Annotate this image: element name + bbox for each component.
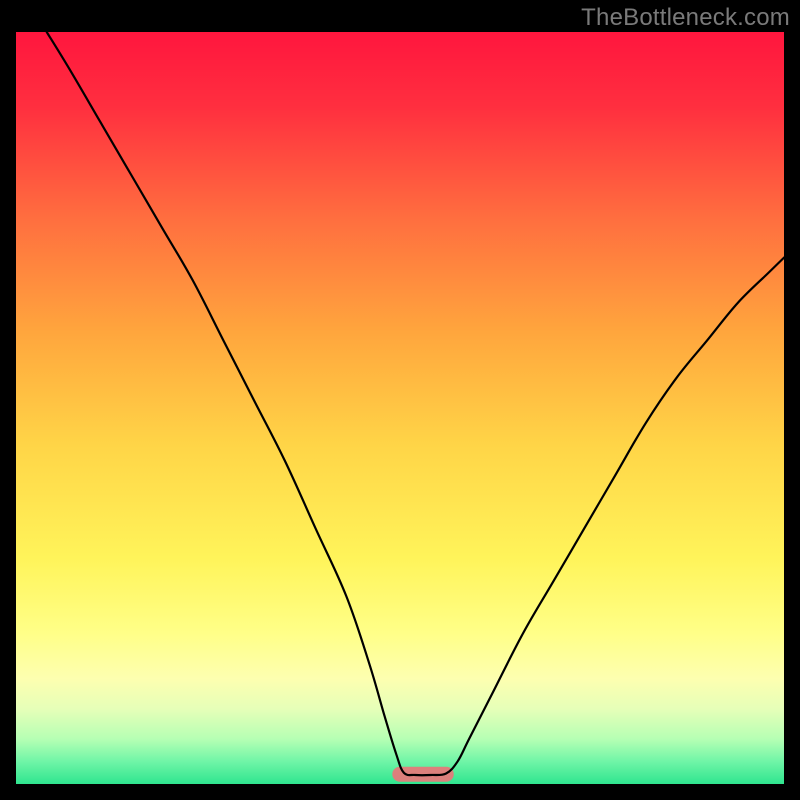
- chart-background: [16, 32, 784, 784]
- watermark-text: TheBottleneck.com: [581, 4, 790, 32]
- bottleneck-chart: [16, 32, 784, 784]
- plot-area: [16, 32, 784, 784]
- chart-container: TheBottleneck.com: [0, 0, 800, 800]
